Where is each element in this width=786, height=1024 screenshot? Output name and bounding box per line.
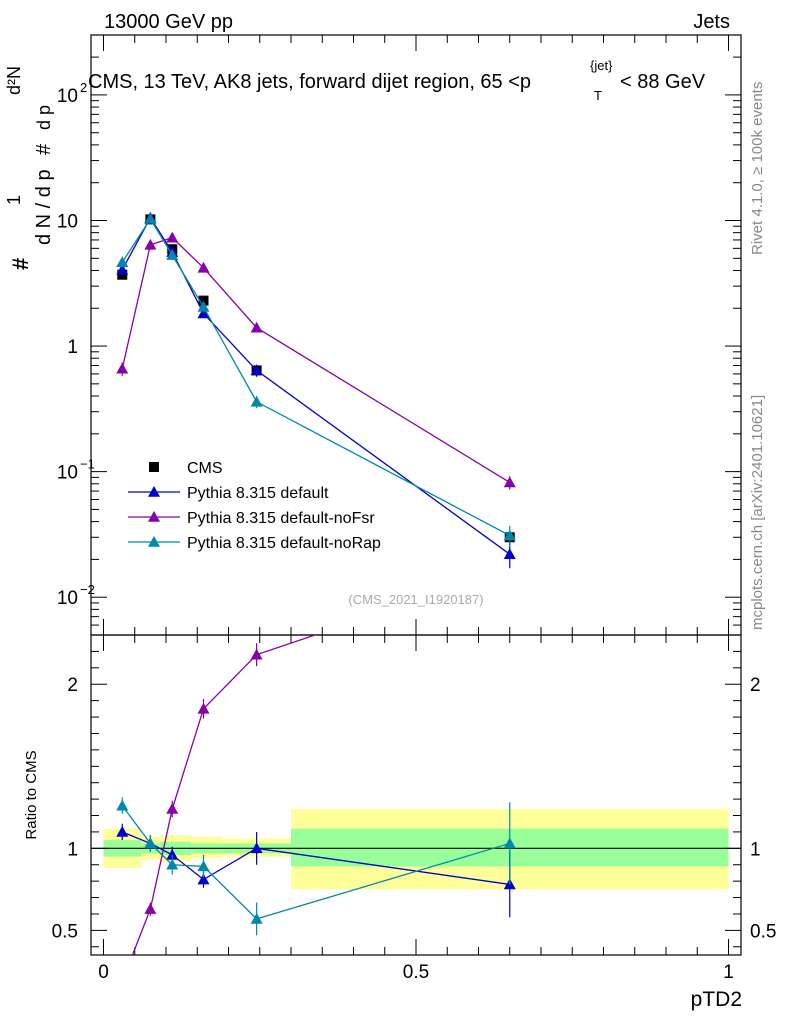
ratio-tick-label-right: 2 [750, 675, 761, 696]
legend-label: Pythia 8.315 default-noRap [187, 535, 381, 552]
legend-marker [148, 486, 160, 497]
data-point [116, 256, 129, 268]
svg-text:d p: d p [34, 105, 54, 130]
legend-label: Pythia 8.315 default-noFsr [187, 510, 375, 527]
legend: CMS Pythia 8.315 default Pythia 8.315 defa… [128, 460, 381, 552]
upper-ylabel: # d N / d p 1 # d p d²N [4, 66, 55, 270]
ratio-plot-area: 0.5 0.5 1 1 2 2 [52, 635, 776, 986]
ratio-series-1 [116, 635, 318, 986]
ratio-series-2 [116, 797, 516, 936]
data-point [503, 548, 516, 560]
ratio-point [116, 825, 129, 837]
y-tick-label: 1 [67, 337, 78, 358]
legend-marker [148, 511, 160, 522]
data-point [116, 362, 129, 374]
ratio-point [197, 873, 210, 885]
x-axis-label: pTD2 [691, 988, 742, 1011]
ratio-plot-frame [90, 634, 742, 956]
ratio-point [144, 837, 157, 849]
energy-label: 13000 GeV pp [104, 11, 233, 33]
chart-title-tail: < 88 GeV [620, 71, 706, 93]
ratio-tick-label-right: 0.5 [750, 921, 776, 942]
data-point [166, 249, 179, 260]
rivet-label: Rivet 4.1.0, ≥ 100k events [749, 82, 766, 255]
chart-title-main: CMS, 13 TeV, AK8 jets, forward dijet reg… [88, 71, 531, 93]
legend-label: Pythia 8.315 default [187, 485, 329, 502]
ratio-point [116, 799, 129, 811]
data-point [166, 231, 179, 243]
svg-text:d N / d p: d N / d p [33, 169, 55, 245]
y-tick-label: 10 [57, 463, 78, 484]
ratio-line [131, 635, 318, 955]
data-point [503, 476, 516, 488]
ratio-ylabel: Ratio to CMS [23, 750, 40, 839]
data-point [503, 529, 516, 541]
chart-title-sup: {jet} [590, 58, 613, 73]
y-tick-exponent: −2 [80, 582, 95, 597]
ratio-tick-label-right: 1 [750, 839, 761, 860]
ratio-tick-label: 2 [67, 675, 78, 696]
ratio-point [197, 860, 210, 872]
data-point [197, 261, 210, 273]
x-tick-label: 0 [98, 962, 109, 983]
data-point [197, 300, 210, 312]
series-line [121, 217, 511, 537]
ratio-line [121, 805, 510, 920]
category-label: Jets [693, 11, 730, 33]
data-point [198, 295, 209, 306]
y-tick-label: 10 [57, 588, 78, 609]
ratio-point [503, 837, 516, 849]
ratio-point [116, 975, 128, 986]
y-tick-label: 10 [57, 86, 78, 107]
svg-text:#: # [8, 258, 33, 270]
series-2 [116, 231, 516, 490]
ratio-point [166, 858, 179, 870]
legend-marker [149, 462, 159, 472]
data-point [197, 307, 210, 319]
svg-text:#: # [33, 143, 55, 155]
ratio-point [250, 912, 263, 924]
ratio-point [197, 702, 210, 714]
ratio-point [144, 903, 157, 914]
x-ticks: 0 0.5 1 [98, 962, 734, 983]
legend-label: CMS [187, 460, 223, 477]
mcplots-label: mcplots.cern.ch [arXiv:2401.10621] [749, 395, 766, 630]
analysis-watermark: (CMS_2021_I1920187) [348, 592, 483, 607]
data-point [144, 212, 157, 224]
data-point [250, 364, 263, 376]
legend-marker [148, 536, 160, 547]
x-tick-label: 0.5 [403, 962, 429, 983]
ratio-point [166, 848, 179, 860]
data-point [250, 321, 263, 333]
ratio-content [91, 635, 741, 986]
ratio-point [166, 802, 179, 814]
chart-title: CMS, 13 TeV, AK8 jets, forward dijet reg… [88, 58, 706, 103]
y-tick-label: 10 [57, 211, 78, 232]
svg-text:1: 1 [4, 195, 24, 205]
ratio-point [250, 842, 263, 854]
series-3 [116, 212, 516, 548]
ratio-tick-label: 1 [67, 839, 78, 860]
series-line [121, 236, 511, 484]
ratio-tick-label: 0.5 [52, 921, 78, 942]
x-tick-label: 1 [723, 962, 734, 983]
data-point [250, 395, 263, 407]
y-tick-exponent: −1 [80, 457, 95, 472]
data-point [117, 269, 128, 280]
ratio-line [122, 831, 510, 886]
ratio-point [250, 648, 263, 660]
chart-title-sub: T [594, 88, 602, 103]
data-point [116, 263, 129, 275]
svg-text:d²N: d²N [4, 66, 24, 95]
data-point [144, 238, 157, 250]
y-tick-exponent: 2 [80, 80, 87, 95]
